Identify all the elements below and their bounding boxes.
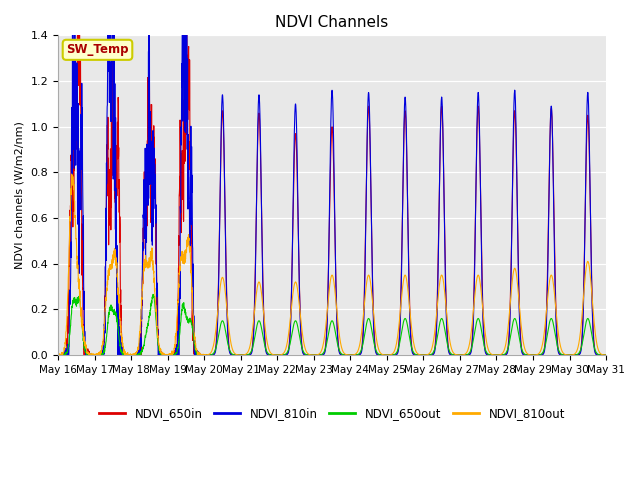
Line: NDVI_810in: NDVI_810in	[58, 0, 606, 355]
NDVI_810out	[117, 326, 125, 332]
NDVI_650out	[54, 352, 62, 358]
NDVI_810out	[54, 352, 62, 358]
NDVI_650in	[532, 352, 540, 358]
NDVI_810out	[150, 263, 157, 269]
Y-axis label: NDVI channels (W/m2/nm): NDVI channels (W/m2/nm)	[15, 121, 25, 269]
NDVI_650in	[149, 180, 157, 186]
NDVI_810in	[149, 224, 157, 229]
NDVI_650in	[54, 352, 62, 358]
Line: NDVI_650in: NDVI_650in	[58, 0, 606, 355]
NDVI_810in	[117, 333, 125, 338]
Text: SW_Temp: SW_Temp	[67, 43, 129, 56]
NDVI_810in	[264, 352, 272, 358]
NDVI_650out	[264, 351, 272, 357]
NDVI_810in	[54, 352, 62, 358]
NDVI_650out	[288, 330, 296, 336]
Legend: NDVI_650in, NDVI_810in, NDVI_650out, NDVI_810out: NDVI_650in, NDVI_810in, NDVI_650out, NDV…	[94, 402, 570, 425]
NDVI_650in	[288, 260, 296, 266]
NDVI_650out	[116, 347, 124, 352]
NDVI_810out	[592, 333, 600, 339]
NDVI_810in	[288, 262, 296, 267]
Line: NDVI_650out: NDVI_650out	[58, 294, 606, 355]
NDVI_810in	[602, 352, 610, 358]
NDVI_810out	[289, 296, 296, 302]
Title: NDVI Channels: NDVI Channels	[275, 15, 388, 30]
NDVI_650in	[264, 352, 272, 358]
NDVI_650in	[117, 287, 125, 293]
NDVI_650out	[602, 352, 610, 358]
NDVI_650out	[149, 291, 157, 297]
NDVI_810out	[532, 352, 540, 358]
Line: NDVI_810out: NDVI_810out	[58, 174, 606, 355]
NDVI_810in	[591, 351, 599, 357]
NDVI_650in	[602, 352, 610, 358]
NDVI_810out	[54, 351, 62, 357]
NDVI_810out	[68, 171, 76, 177]
NDVI_650out	[532, 352, 540, 358]
NDVI_650out	[149, 292, 157, 298]
NDVI_650in	[591, 349, 599, 355]
NDVI_650in	[74, 0, 82, 1]
NDVI_810out	[265, 346, 273, 351]
NDVI_810in	[532, 352, 540, 358]
NDVI_810out	[602, 352, 610, 358]
NDVI_650out	[591, 348, 599, 354]
